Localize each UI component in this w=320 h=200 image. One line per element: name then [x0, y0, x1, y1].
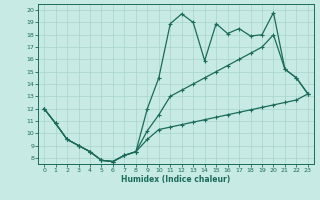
- X-axis label: Humidex (Indice chaleur): Humidex (Indice chaleur): [121, 175, 231, 184]
